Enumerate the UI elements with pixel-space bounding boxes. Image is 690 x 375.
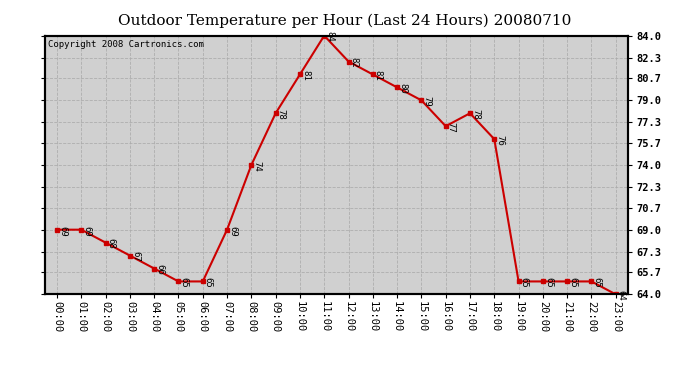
Text: 65: 65 xyxy=(544,277,553,288)
Text: 76: 76 xyxy=(495,135,504,146)
Text: 68: 68 xyxy=(107,238,116,249)
Text: 69: 69 xyxy=(58,225,67,236)
Text: 78: 78 xyxy=(277,109,286,120)
Text: 80: 80 xyxy=(398,83,407,94)
Text: 65: 65 xyxy=(179,277,188,288)
Text: 81: 81 xyxy=(301,70,310,81)
Text: 77: 77 xyxy=(446,122,456,133)
Text: 81: 81 xyxy=(374,70,383,81)
Text: 65: 65 xyxy=(204,277,213,288)
Text: 74: 74 xyxy=(253,161,262,172)
Text: 84: 84 xyxy=(325,32,334,42)
Text: Copyright 2008 Cartronics.com: Copyright 2008 Cartronics.com xyxy=(48,39,204,48)
Text: 69: 69 xyxy=(228,225,237,236)
Text: 65: 65 xyxy=(520,277,529,288)
Text: 78: 78 xyxy=(471,109,480,120)
Text: 79: 79 xyxy=(422,96,431,107)
Text: 69: 69 xyxy=(82,225,91,236)
Text: 82: 82 xyxy=(350,57,359,68)
Text: 64: 64 xyxy=(617,290,626,301)
Text: 65: 65 xyxy=(593,277,602,288)
Text: Outdoor Temperature per Hour (Last 24 Hours) 20080710: Outdoor Temperature per Hour (Last 24 Ho… xyxy=(118,13,572,27)
Text: 65: 65 xyxy=(569,277,578,288)
Text: 67: 67 xyxy=(131,251,140,262)
Text: 66: 66 xyxy=(155,264,164,275)
